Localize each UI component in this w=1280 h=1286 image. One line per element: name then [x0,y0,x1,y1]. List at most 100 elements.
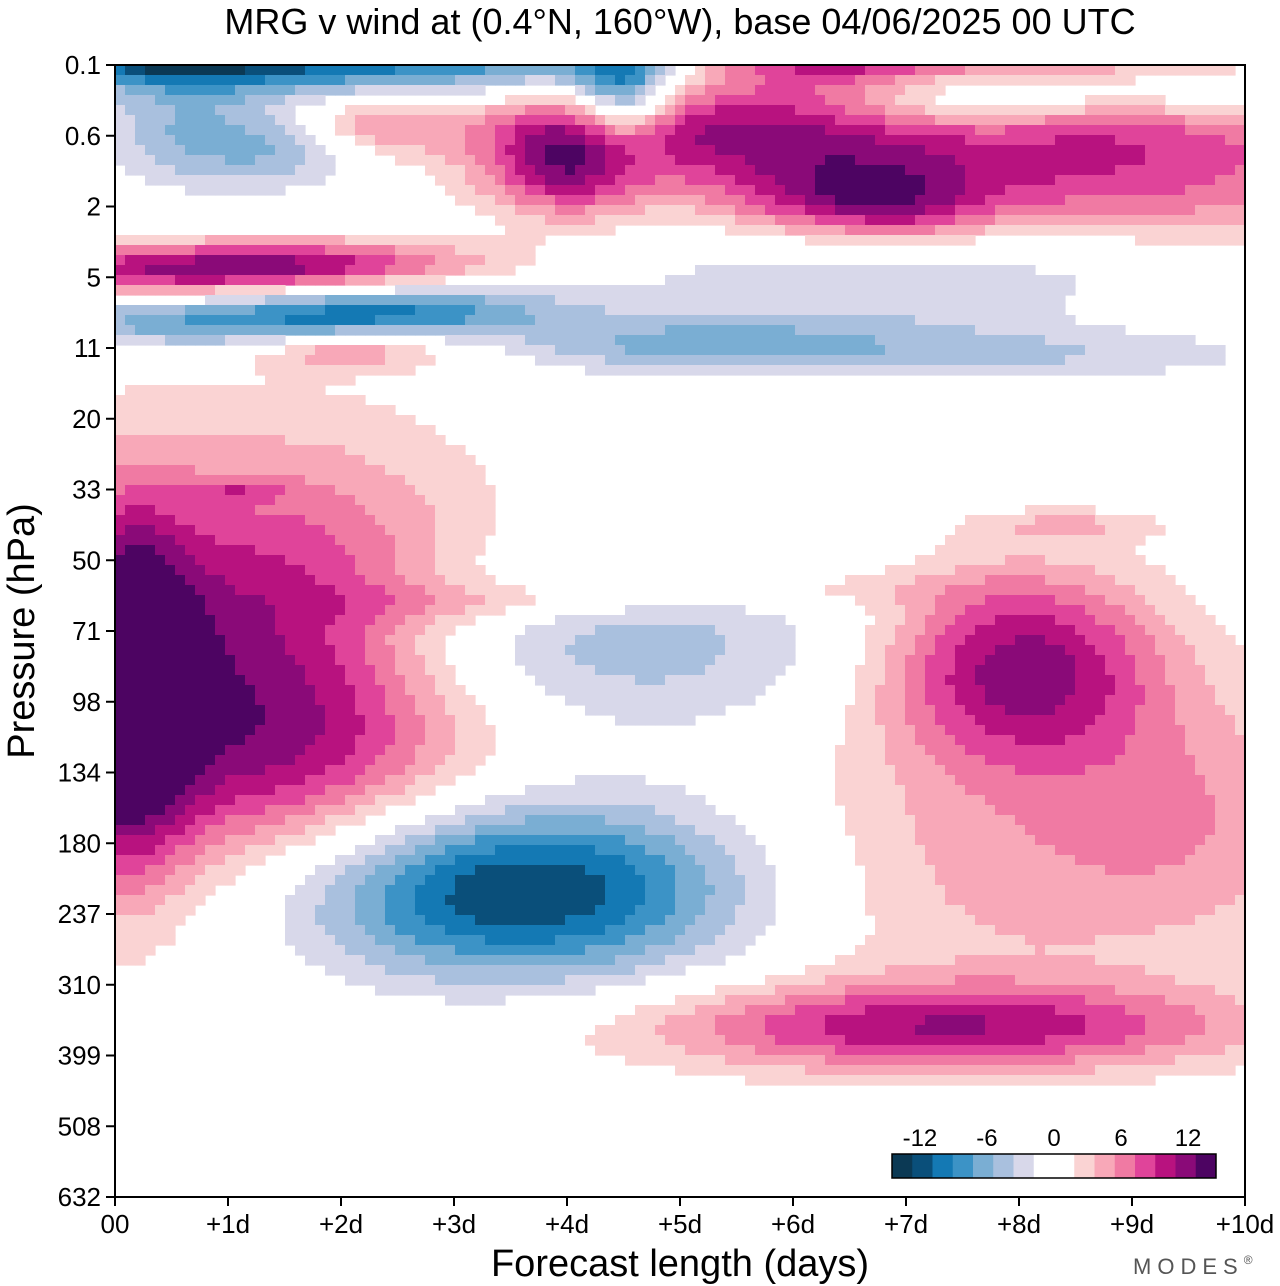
heatmap-cell [365,645,376,656]
heatmap-cell [415,675,426,686]
heatmap-cell [1085,115,1096,126]
heatmap-cell [1195,145,1206,156]
heatmap-cell [965,655,976,666]
heatmap-cell [885,735,896,746]
heatmap-cell [195,545,206,556]
heatmap-cell [375,265,386,276]
heatmap-cell [975,345,986,356]
heatmap-cell [945,215,956,226]
heatmap-cell [665,175,676,186]
heatmap-cell [1005,555,1016,566]
heatmap-cell [645,65,656,76]
heatmap-cell [485,575,496,586]
heatmap-cell [1035,645,1046,656]
heatmap-cell [335,615,346,626]
heatmap-cell [335,695,346,706]
heatmap-cell [555,195,566,206]
heatmap-cell [375,575,386,586]
heatmap-cell [265,235,276,246]
heatmap-cell [545,205,556,216]
heatmap-cell [675,295,686,306]
heatmap-cell [1155,565,1166,576]
heatmap-cell [815,135,826,146]
heatmap-cell [325,325,336,336]
heatmap-cell [635,705,646,716]
heatmap-cell [265,295,276,306]
heatmap-cell [1005,265,1016,276]
heatmap-cell [185,325,196,336]
heatmap-cell [895,735,906,746]
heatmap-cell [315,445,326,456]
heatmap-cell [1185,335,1196,346]
heatmap-cell [255,645,266,656]
heatmap-cell [365,295,376,306]
heatmap-cell [495,175,506,186]
heatmap-cell [765,125,776,136]
heatmap-cell [315,85,326,96]
heatmap-cell [295,535,306,546]
heatmap-cell [965,525,976,536]
heatmap-cell [885,215,896,226]
heatmap-cell [335,445,346,456]
heatmap-cell [425,585,436,596]
heatmap-cell [375,365,386,376]
heatmap-cell [905,575,916,586]
heatmap-cell [215,85,226,96]
heatmap-cell [555,345,566,356]
heatmap-cell [865,675,876,686]
heatmap-cell [705,655,716,666]
heatmap-cell [905,85,916,96]
heatmap-cell [1035,715,1046,726]
heatmap-cell [425,255,436,266]
heatmap-cell [295,595,306,606]
heatmap-cell [185,695,196,706]
heatmap-cell [625,335,636,346]
heatmap-cell [1025,515,1036,526]
heatmap-cell [425,85,436,96]
heatmap-cell [225,385,236,396]
heatmap-cell [745,675,756,686]
heatmap-cell [845,105,856,116]
heatmap-cell [455,115,466,126]
heatmap-cell [365,695,376,706]
heatmap-cell [525,655,536,666]
heatmap-cell [945,185,956,196]
heatmap-cell [915,65,926,76]
heatmap-cell [245,505,256,516]
heatmap-cell [545,295,556,306]
heatmap-cell [445,545,456,556]
heatmap-cell [1205,625,1216,636]
heatmap-cell [345,605,356,616]
heatmap-cell [205,115,216,126]
heatmap-cell [1165,675,1176,686]
heatmap-cell [995,685,1006,696]
heatmap-cell [695,65,706,76]
heatmap-cell [705,635,716,646]
heatmap-cell [425,435,436,446]
heatmap-cell [605,65,616,76]
heatmap-cell [195,725,206,736]
heatmap-cell [455,195,466,206]
heatmap-cell [335,345,346,356]
heatmap-cell [775,225,786,236]
heatmap-cell [665,135,676,146]
heatmap-cell [845,225,856,236]
heatmap-cell [245,405,256,416]
heatmap-cell [895,165,906,176]
heatmap-cell [485,325,496,336]
heatmap-cell [1015,325,1026,336]
heatmap-cell [175,575,186,586]
heatmap-cell [465,65,476,76]
heatmap-cell [745,95,756,106]
heatmap-cell [1175,195,1186,206]
heatmap-cell [135,655,146,666]
heatmap-cell [405,685,416,696]
heatmap-cell [905,165,916,176]
heatmap-cell [225,595,236,606]
heatmap-cell [375,245,386,256]
heatmap-cell [425,315,436,326]
heatmap-cell [745,85,756,96]
heatmap-cell [125,105,136,116]
heatmap-cell [625,665,636,676]
heatmap-cell [1045,65,1056,76]
